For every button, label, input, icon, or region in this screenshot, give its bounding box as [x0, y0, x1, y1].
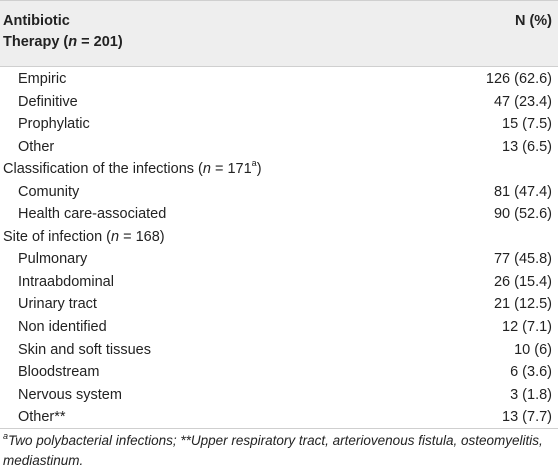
table-row: Nervous system 3 (1.8)	[0, 384, 558, 407]
header-title: Antibiotic Therapy (n = 201)	[3, 11, 123, 53]
section-heading-classification: Classification of the infections (n = 17…	[0, 158, 558, 181]
table-row: Empiric 126 (62.6)	[0, 68, 558, 91]
section-label: Site of infection (n = 168)	[3, 228, 165, 245]
table-row: Pulmonary 77 (45.8)	[0, 248, 558, 271]
header-title-line2: Therapy (n = 201)	[3, 34, 123, 50]
table-row: Prophylatic 15 (7.5)	[0, 113, 558, 136]
table-row: Health care-associated 90 (52.6)	[0, 203, 558, 226]
row-label: Pulmonary	[18, 251, 88, 268]
table-bottom-rule	[0, 428, 558, 429]
table-row: Non identified 12 (7.1)	[0, 316, 558, 339]
table-row: Comunity 81 (47.4)	[0, 181, 558, 204]
row-value: 26 (15.4)	[493, 273, 552, 290]
row-value: 13 (6.5)	[502, 138, 552, 155]
row-label: Intraabdominal	[18, 273, 114, 290]
row-value: 77 (45.8)	[493, 251, 552, 268]
row-value: 15 (7.5)	[502, 116, 552, 133]
header-n-column: N (%)	[514, 13, 552, 29]
row-label: Non identified	[18, 319, 107, 336]
header-title-line1: Antibiotic	[3, 13, 70, 29]
row-label: Empiric	[18, 71, 67, 87]
table-row: Other 13 (6.5)	[0, 136, 558, 159]
row-value: 81 (47.4)	[493, 183, 552, 200]
row-value: 47 (23.4)	[493, 93, 552, 110]
row-value: 6 (3.6)	[510, 364, 552, 381]
row-value: 12 (7.1)	[502, 319, 552, 336]
row-label: Other	[18, 138, 55, 155]
row-label: Definitive	[18, 93, 78, 110]
table-row: Definitive 47 (23.4)	[0, 91, 558, 114]
row-label: Health care-associated	[18, 206, 167, 223]
table-body: Empiric 126 (62.6) Definitive 47 (23.4) …	[0, 68, 558, 429]
row-label: Prophylatic	[18, 116, 90, 133]
row-label: Urinary tract	[18, 296, 97, 313]
section-heading-site: Site of infection (n = 168)	[0, 226, 558, 249]
row-label: Other**	[18, 409, 66, 426]
table-row: Bloodstream 6 (3.6)	[0, 361, 558, 384]
table-row: Intraabdominal 26 (15.4)	[0, 271, 558, 294]
row-value: 90 (52.6)	[493, 206, 552, 223]
row-value: 21 (12.5)	[493, 296, 552, 313]
row-label: Skin and soft tissues	[18, 341, 151, 358]
row-value: 13 (7.7)	[502, 409, 552, 426]
table-row: Skin and soft tissues 10 (6)	[0, 339, 558, 362]
row-label: Nervous system	[18, 386, 122, 403]
row-label: Comunity	[18, 183, 80, 200]
row-label: Bloodstream	[18, 364, 100, 381]
table-footnote: aTwo polybacterial infections; **Upper r…	[3, 430, 543, 468]
section-label: Classification of the infections (n = 17…	[3, 158, 262, 178]
row-value: 3 (1.8)	[510, 386, 552, 403]
table-header: Antibiotic Therapy (n = 201) N (%)	[0, 0, 558, 67]
row-value: 126 (62.6)	[485, 71, 552, 87]
table-row: Urinary tract 21 (12.5)	[0, 293, 558, 316]
table-row: Other** 13 (7.7)	[0, 406, 558, 429]
row-value: 10 (6)	[514, 341, 552, 358]
